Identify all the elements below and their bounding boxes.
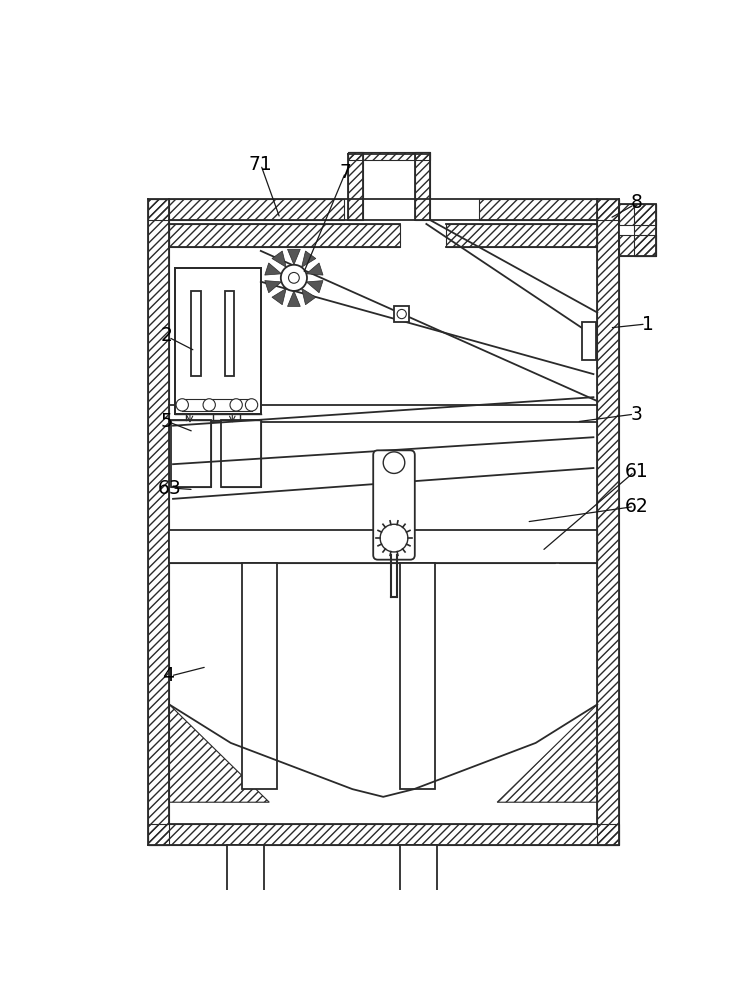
Bar <box>171 420 211 487</box>
Bar <box>348 152 363 220</box>
Bar <box>447 224 598 247</box>
Polygon shape <box>264 263 282 275</box>
Bar <box>175 268 261 414</box>
Polygon shape <box>306 281 323 293</box>
Bar <box>225 291 234 376</box>
Bar <box>169 530 555 563</box>
Bar <box>415 152 430 220</box>
Bar <box>148 199 169 845</box>
Bar <box>598 199 619 845</box>
Bar <box>221 420 261 487</box>
Polygon shape <box>288 291 300 306</box>
Polygon shape <box>272 251 286 267</box>
Bar <box>582 322 596 360</box>
Polygon shape <box>272 288 286 305</box>
Polygon shape <box>302 251 316 267</box>
Bar <box>559 530 598 563</box>
Circle shape <box>230 399 242 411</box>
Text: 61: 61 <box>624 462 648 481</box>
Text: 63: 63 <box>158 479 182 498</box>
Bar <box>400 563 435 789</box>
Bar <box>619 235 656 256</box>
Bar <box>619 204 656 256</box>
Polygon shape <box>288 249 300 265</box>
Bar <box>380 922 457 936</box>
Text: 1: 1 <box>642 315 654 334</box>
Bar <box>148 199 344 220</box>
Bar <box>400 845 437 907</box>
Bar <box>171 420 211 487</box>
Bar <box>227 845 264 907</box>
Circle shape <box>203 399 215 411</box>
Bar <box>634 204 656 256</box>
Circle shape <box>281 265 307 291</box>
Text: 4: 4 <box>162 666 174 685</box>
Text: 5: 5 <box>160 412 172 431</box>
Text: 7: 7 <box>340 163 351 182</box>
Circle shape <box>383 452 405 473</box>
Bar <box>348 152 430 160</box>
Polygon shape <box>302 288 316 305</box>
Circle shape <box>397 309 406 319</box>
Circle shape <box>176 399 188 411</box>
Text: 8: 8 <box>630 193 642 212</box>
Polygon shape <box>214 907 277 922</box>
Text: 3: 3 <box>630 405 642 424</box>
Bar <box>207 922 284 936</box>
Bar <box>221 420 261 487</box>
Bar <box>479 199 619 220</box>
Bar <box>191 291 201 376</box>
Text: 62: 62 <box>624 497 648 516</box>
Circle shape <box>288 272 300 283</box>
Bar <box>242 563 277 789</box>
Bar <box>394 306 409 322</box>
Polygon shape <box>387 907 450 922</box>
Bar <box>619 204 656 225</box>
Polygon shape <box>264 281 282 293</box>
Circle shape <box>380 524 408 552</box>
Circle shape <box>246 399 258 411</box>
FancyBboxPatch shape <box>374 450 415 560</box>
Bar <box>148 824 619 845</box>
Polygon shape <box>306 263 323 275</box>
Text: 2: 2 <box>160 326 172 345</box>
Bar <box>169 224 400 247</box>
Bar <box>169 530 598 563</box>
Text: 71: 71 <box>249 155 273 174</box>
